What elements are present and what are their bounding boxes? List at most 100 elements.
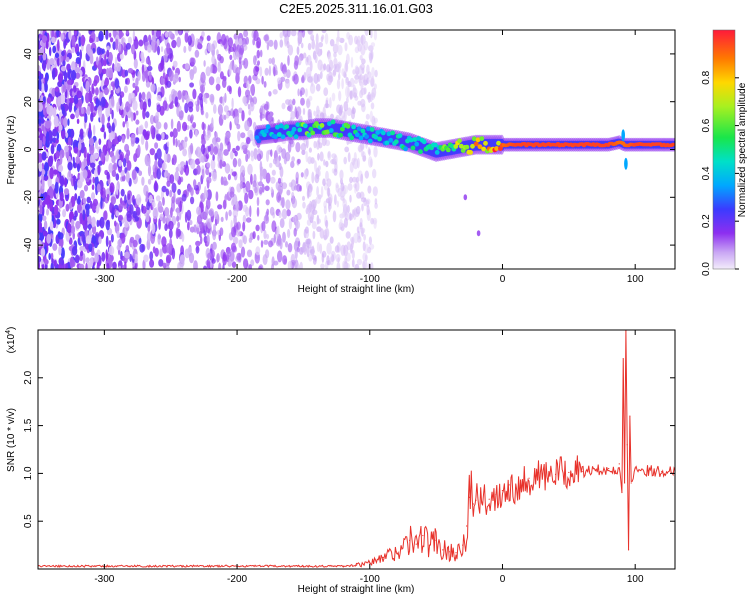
snr-data-point (528, 477, 530, 479)
snr-data-point (541, 475, 543, 477)
noise-blob (120, 188, 125, 197)
noise-blob (80, 141, 85, 154)
noise-blob (253, 65, 259, 77)
noise-blob (230, 150, 234, 160)
noise-blob (183, 140, 188, 149)
noise-blob (118, 31, 124, 38)
noise-blob (38, 138, 41, 150)
noise-blob (326, 255, 330, 266)
noise-blob (86, 196, 91, 204)
y-tick-label: 2.0 (23, 370, 34, 384)
noise-blob (222, 199, 227, 210)
noise-blob (56, 218, 61, 225)
noise-blob (213, 104, 217, 114)
noise-blob (90, 112, 94, 122)
noise-blob (40, 226, 43, 233)
noise-blob (83, 157, 87, 168)
noise-blob (297, 240, 301, 248)
noise-blob (58, 124, 63, 131)
signal-core (262, 132, 267, 138)
noise-blob (54, 181, 59, 194)
noise-blob (127, 193, 131, 201)
noise-blob (59, 191, 64, 202)
noise-blob (80, 250, 84, 257)
snr-data-point (355, 564, 358, 566)
noise-blob (176, 207, 180, 216)
noise-blob (212, 154, 215, 161)
spectrogram-signal-layer (254, 118, 675, 237)
snr-data-point (608, 468, 610, 470)
svg-text:(x104): (x104) (5, 327, 17, 354)
snr-data-point (382, 556, 384, 559)
noise-blob (69, 97, 75, 104)
noise-blob (308, 147, 312, 153)
noise-blob (142, 101, 147, 112)
noise-blob (98, 30, 104, 42)
noise-blob (96, 46, 102, 56)
noise-blob (353, 232, 359, 244)
noise-blob (321, 34, 325, 40)
noise-blob (313, 199, 318, 208)
noise-blob (213, 223, 216, 233)
noise-blob (323, 205, 327, 215)
noise-blob (290, 110, 296, 120)
noise-blob (135, 86, 140, 93)
noise-blob (305, 88, 308, 98)
noise-blob (256, 49, 260, 59)
noise-blob (203, 60, 206, 67)
signal-core (380, 130, 386, 136)
noise-blob (181, 233, 185, 243)
noise-blob (302, 242, 307, 253)
noise-blob (106, 49, 110, 58)
noise-blob (234, 237, 238, 245)
signal-spike (463, 194, 468, 201)
noise-blob (169, 189, 173, 198)
noise-blob (205, 98, 208, 104)
noise-blob (352, 176, 357, 183)
noise-blob (337, 187, 343, 197)
noise-blob (294, 55, 299, 66)
noise-blob (313, 110, 317, 117)
noise-blob (71, 35, 75, 47)
noise-blob (208, 172, 212, 178)
noise-blob (154, 160, 158, 168)
noise-blob (296, 46, 300, 55)
signal-spike (476, 230, 481, 237)
colorbar-label: Normalized spectral amplitude (737, 82, 748, 217)
noise-blob (327, 75, 332, 86)
noise-blob (287, 141, 292, 153)
signal-core (494, 146, 499, 151)
noise-blob (43, 191, 48, 198)
noise-blob (312, 230, 316, 240)
snr-multiplier-exponent: 4 (5, 330, 12, 334)
noise-blob (209, 93, 215, 103)
noise-blob (359, 191, 365, 200)
signal-core (356, 126, 362, 132)
noise-blob (238, 38, 243, 46)
noise-blob (279, 218, 285, 229)
noise-blob (154, 180, 158, 192)
noise-blob (333, 57, 338, 66)
noise-blob (145, 140, 149, 151)
noise-blob (270, 149, 273, 157)
signal-core (273, 134, 278, 140)
noise-blob (52, 243, 58, 251)
noise-blob (146, 201, 151, 211)
noise-blob (291, 197, 298, 209)
noise-blob (57, 39, 60, 52)
noise-blob (102, 60, 107, 67)
noise-blob (369, 110, 373, 123)
noise-blob (262, 254, 268, 266)
noise-blob (344, 62, 349, 73)
noise-blob (94, 140, 98, 150)
noise-blob (206, 258, 211, 269)
signal-core (295, 122, 301, 128)
noise-blob (279, 238, 283, 250)
signal-core (432, 142, 438, 148)
noise-blob (358, 147, 362, 153)
noise-blob (205, 112, 209, 119)
noise-blob (161, 236, 167, 247)
signal-core (408, 137, 414, 143)
noise-blob (68, 237, 73, 245)
noise-blob (319, 151, 324, 162)
